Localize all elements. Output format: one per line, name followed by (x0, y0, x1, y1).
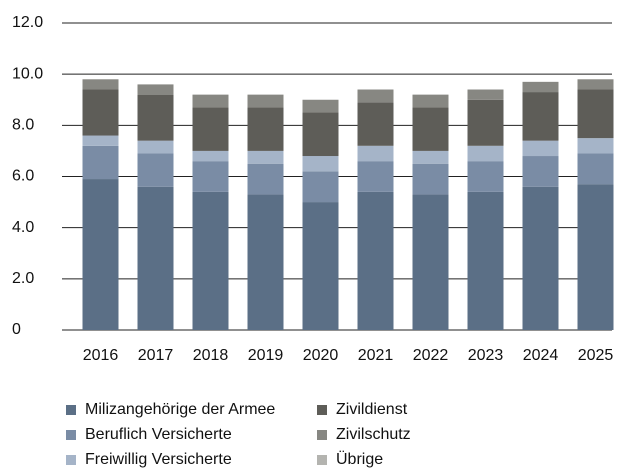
bar-segment (192, 161, 229, 192)
bar-segment (357, 145, 394, 162)
legend-label: Zivilschutz (336, 426, 411, 443)
bar-segment (192, 150, 229, 162)
bar-segment (137, 140, 174, 154)
y-tick-label: 0 (12, 321, 21, 338)
bar-segment (137, 186, 174, 330)
legend-swatch (66, 455, 76, 465)
x-tick-label: 2019 (248, 347, 284, 364)
legend-label: Milizangehörige der Armee (85, 401, 275, 418)
x-tick-label: 2025 (578, 347, 614, 364)
bar-segment (522, 81, 559, 93)
bar-segment (467, 99, 504, 146)
x-tick-label: 2021 (358, 347, 394, 364)
bar-segment (247, 194, 284, 330)
legend-swatch (66, 430, 76, 440)
bar-segment (302, 202, 339, 330)
bar-segment (412, 194, 449, 330)
y-tick-label: 6.0 (12, 168, 34, 185)
bar-segment (467, 161, 504, 192)
bar-segment (412, 107, 449, 151)
x-tick-label: 2022 (413, 347, 449, 364)
bar-segment (82, 179, 119, 330)
bar-segment (522, 140, 559, 157)
legend-swatch (317, 430, 327, 440)
bar-segment (192, 94, 229, 108)
bar-segment (467, 145, 504, 162)
y-tick-label: 12.0 (12, 14, 43, 31)
bar-segment (467, 191, 504, 330)
bar-segment (522, 186, 559, 330)
bar-segment (577, 138, 614, 154)
y-tick-label: 10.0 (12, 65, 43, 82)
bar-segment (137, 84, 174, 95)
legend-swatch (66, 405, 76, 415)
bar-segment (357, 102, 394, 146)
legend-label: Beruflich Versicherte (85, 426, 232, 443)
bar-segment (82, 89, 119, 136)
bar-segment (247, 107, 284, 151)
bar-segment (357, 161, 394, 192)
legend-label: Übrige (336, 450, 383, 468)
bar-segment (577, 89, 614, 139)
legend-label: Freiwillig Versicherte (85, 451, 232, 468)
bar-segment (82, 79, 119, 90)
bar-segment (302, 112, 339, 157)
bar-segment (577, 184, 614, 330)
bar-segment (192, 107, 229, 151)
bar-segment (137, 94, 174, 141)
x-tick-label: 2017 (138, 347, 174, 364)
y-tick-label: 2.0 (12, 270, 34, 287)
x-tick-label: 2023 (468, 347, 504, 364)
bar-segment (522, 156, 559, 187)
bar-segment (137, 153, 174, 187)
legend-swatch (317, 455, 327, 465)
legend-swatch (317, 405, 327, 415)
bar-segment (192, 191, 229, 330)
bar-segment (357, 89, 394, 103)
bar-segment (302, 99, 339, 113)
bar-segment (247, 94, 284, 108)
bar-segment (412, 163, 449, 195)
bar-segment (82, 135, 119, 146)
x-tick-label: 2016 (83, 347, 119, 364)
bar-segment (247, 163, 284, 195)
bar-segment (247, 150, 284, 164)
x-tick-label: 2024 (523, 347, 559, 364)
bar-segment (577, 79, 614, 90)
bar-segment (82, 145, 119, 180)
bar-segment (357, 191, 394, 330)
bar-segment (412, 94, 449, 108)
bar-segment (577, 153, 614, 185)
y-tick-label: 4.0 (12, 219, 34, 236)
x-tick-label: 2018 (193, 347, 229, 364)
bar-segment (302, 156, 339, 172)
legend-label: Zivildienst (336, 401, 408, 418)
bar-segment (467, 89, 504, 100)
x-tick-label: 2020 (303, 347, 339, 364)
bar-segment (412, 150, 449, 164)
bar-segment (302, 171, 339, 203)
y-tick-label: 8.0 (12, 117, 34, 134)
bar-segment (522, 92, 559, 141)
